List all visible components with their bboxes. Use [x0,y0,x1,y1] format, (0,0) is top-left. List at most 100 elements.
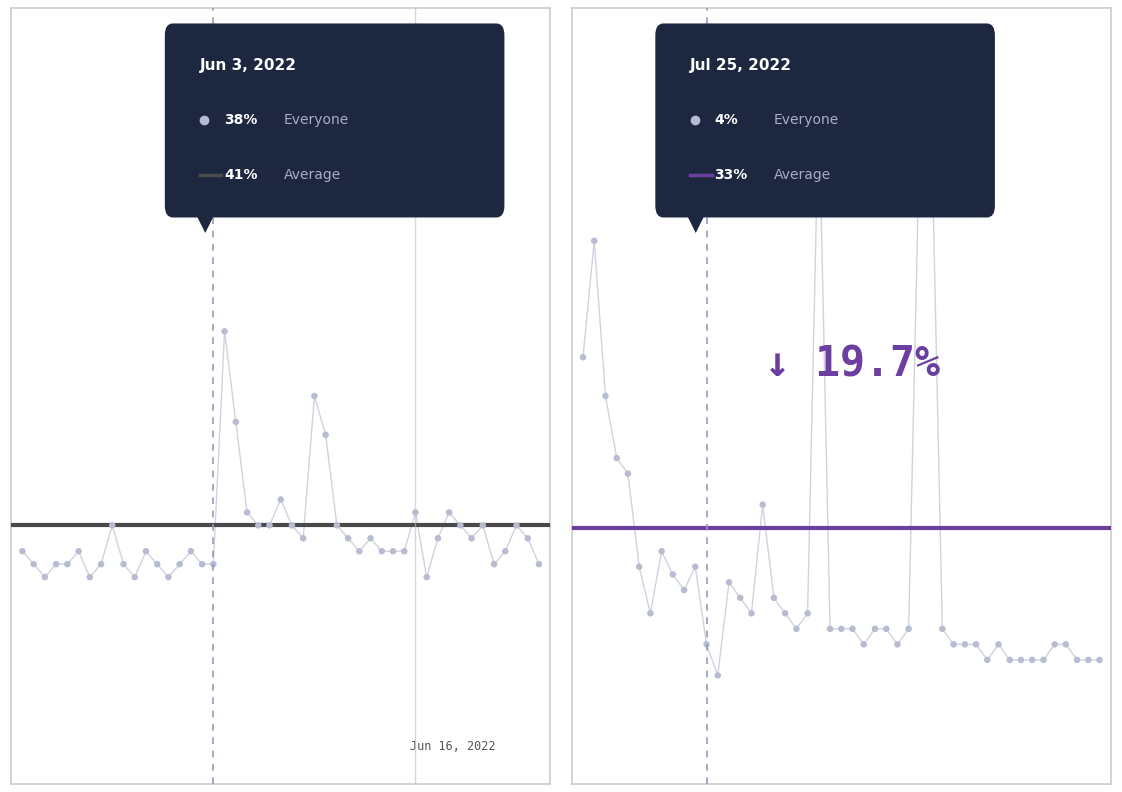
Point [171,558,188,570]
Point [754,498,772,511]
Point [507,519,525,531]
Point [889,638,907,651]
Point [1023,653,1041,666]
Point [182,545,200,558]
Point [485,558,503,570]
Point [260,519,278,531]
Point [866,623,884,635]
Point [1079,653,1097,666]
Point [451,519,469,531]
Text: Average: Average [284,168,341,182]
Point [664,568,682,581]
Point [675,584,693,596]
Point [440,506,458,519]
Point [473,519,491,531]
Point [743,607,761,619]
Point [395,545,413,558]
Point [406,506,424,519]
Text: Jun 16, 2022: Jun 16, 2022 [411,740,496,753]
Point [305,390,323,402]
Text: ↓ 19.7%: ↓ 19.7% [764,344,939,386]
Point [821,623,839,635]
Point [574,351,592,364]
Point [47,558,65,570]
Point [238,506,256,519]
Point [1091,653,1109,666]
Point [608,451,626,464]
Point [272,493,289,506]
Point [114,558,132,570]
Point [227,416,245,428]
Point [1001,653,1019,666]
Point [1068,653,1086,666]
Point [776,607,794,619]
Text: 33%: 33% [715,168,748,182]
Point [934,623,951,635]
Point [294,532,312,545]
Point [597,390,615,402]
Point [350,545,368,558]
Point [159,571,177,584]
Point [13,545,31,558]
Point [193,558,211,570]
Point [58,558,76,570]
Point [1057,638,1075,651]
Point [148,558,166,570]
Point [788,623,806,635]
Point [126,571,144,584]
Point [619,467,637,480]
Point [103,519,121,531]
Point [204,558,222,570]
Text: Jul 25, 2022: Jul 25, 2022 [690,59,792,74]
Point [990,638,1008,651]
Point [844,623,862,635]
Point [653,545,671,558]
Text: 4%: 4% [715,113,738,128]
Point [36,571,54,584]
Text: Everyone: Everyone [774,113,839,128]
Polygon shape [682,206,709,233]
Point [328,519,346,531]
Point [81,571,99,584]
Text: Everyone: Everyone [284,113,349,128]
Text: 41%: 41% [224,168,258,182]
Point [496,545,514,558]
Point [462,532,480,545]
Point [1034,653,1052,666]
Point [518,532,536,545]
Text: Jun 3, 2022: Jun 3, 2022 [200,59,297,74]
FancyBboxPatch shape [655,24,995,218]
Point [978,653,996,666]
Point [361,532,379,545]
Point [631,561,649,573]
Point [530,558,548,570]
Point [339,532,357,545]
Point [642,607,660,619]
Point [698,638,716,651]
Point [765,592,783,604]
Point [417,571,435,584]
Point [967,638,985,651]
Point [810,95,828,108]
Point [70,545,88,558]
Point [833,623,850,635]
Point [732,592,749,604]
Text: Average: Average [774,168,831,182]
Polygon shape [192,206,219,233]
Point [249,519,267,531]
Point [720,576,738,588]
Point [25,558,43,570]
Point [900,623,918,635]
FancyBboxPatch shape [165,24,505,218]
Point [137,545,155,558]
Point [911,118,929,131]
Point [945,638,963,651]
Point [956,638,974,651]
Point [373,545,390,558]
Point [1046,638,1064,651]
Point [384,545,402,558]
Point [855,638,873,651]
Point [215,325,233,337]
Point [877,623,895,635]
Point [1012,653,1030,666]
